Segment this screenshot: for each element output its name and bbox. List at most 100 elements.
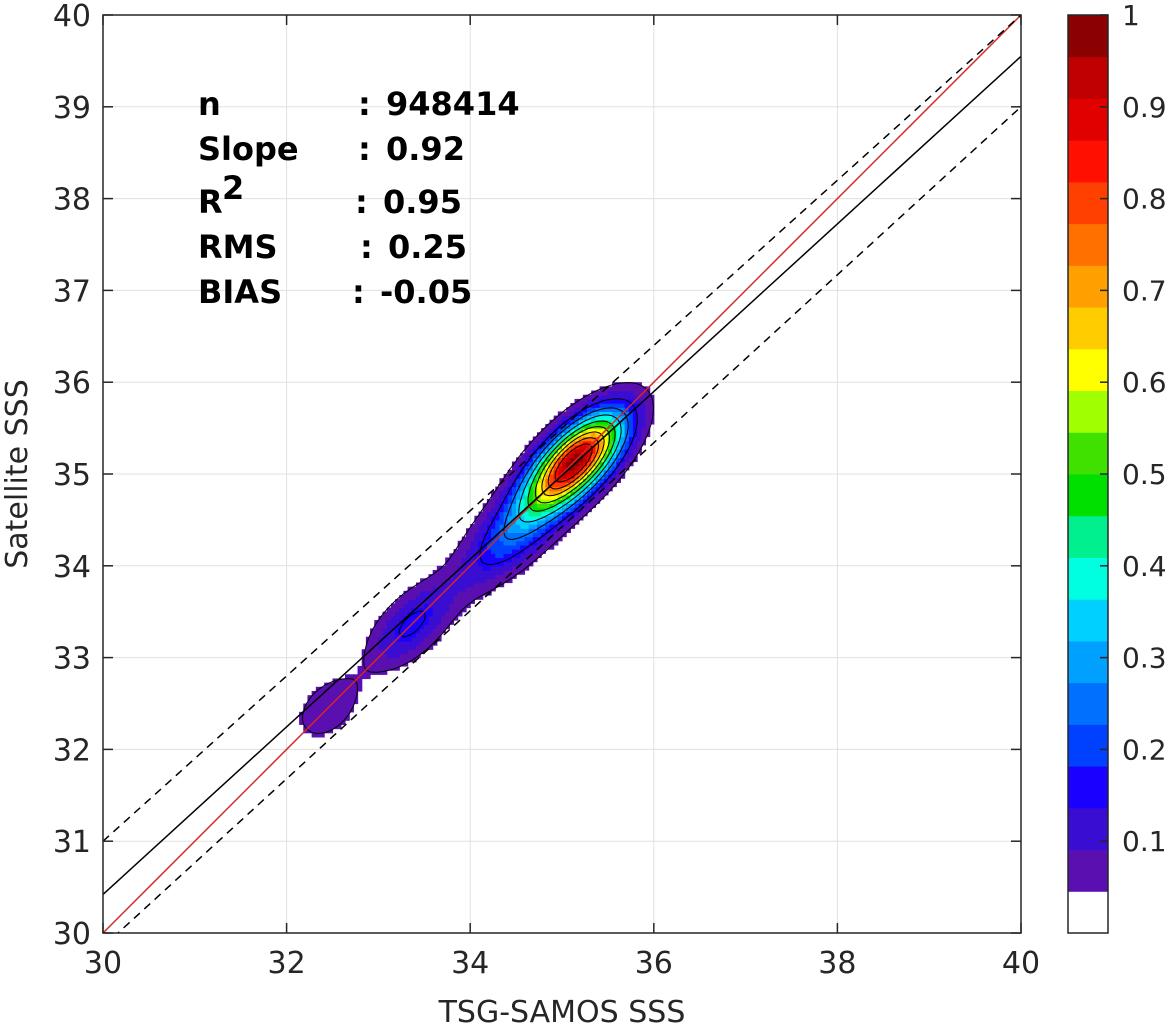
density-cell xyxy=(395,645,400,650)
density-cell xyxy=(603,394,609,400)
density-cell xyxy=(582,398,588,404)
density-cell xyxy=(524,478,530,483)
density-cell xyxy=(637,428,642,433)
density-cell xyxy=(424,632,430,638)
density-cell xyxy=(411,657,417,663)
density-cell xyxy=(553,524,559,529)
density-cell xyxy=(536,482,542,488)
density-cell xyxy=(637,423,642,429)
density-cell xyxy=(432,632,438,638)
colorbar-tick-label: 0.6 xyxy=(1122,366,1167,399)
density-cell xyxy=(403,607,409,613)
density-cell xyxy=(632,448,638,454)
density-cell xyxy=(436,607,442,613)
density-cell xyxy=(620,415,626,421)
density-cell xyxy=(532,494,538,500)
density-cell xyxy=(503,544,509,550)
density-cell xyxy=(545,490,551,496)
density-cell xyxy=(612,453,617,458)
stat-label: RMS xyxy=(198,228,278,266)
density-cell xyxy=(511,532,517,538)
density-cell xyxy=(587,423,592,429)
density-cell xyxy=(324,686,329,692)
density-cell xyxy=(628,415,634,421)
density-cell xyxy=(599,423,605,429)
density-cell xyxy=(603,461,609,467)
density-cell xyxy=(374,632,379,638)
density-cell xyxy=(378,657,384,663)
density-cell xyxy=(303,716,309,721)
density-cell xyxy=(566,432,571,438)
density-cell xyxy=(562,494,567,500)
density-cell xyxy=(549,511,555,517)
density-cell xyxy=(395,661,400,667)
density-cell xyxy=(482,532,488,538)
density-cell xyxy=(536,507,542,513)
density-cell xyxy=(591,499,596,504)
density-cell xyxy=(482,574,488,579)
colorbar-swatch xyxy=(1068,515,1108,558)
density-cell xyxy=(582,407,588,413)
density-cell xyxy=(591,403,596,408)
density-cell xyxy=(324,695,329,700)
density-cell xyxy=(528,486,534,492)
colorbar-swatch xyxy=(1068,891,1108,934)
density-cell xyxy=(524,453,530,458)
density-cell xyxy=(428,640,434,646)
y-tick-label: 40 xyxy=(53,0,91,34)
density-cell xyxy=(424,624,430,629)
density-cell xyxy=(578,457,584,463)
density-cell xyxy=(482,569,488,575)
stat-value: 0.95 xyxy=(383,183,462,221)
density-cell xyxy=(511,544,517,550)
density-cell xyxy=(557,507,563,513)
density-cell xyxy=(524,448,530,454)
density-cell xyxy=(616,457,622,463)
density-cell xyxy=(390,661,396,667)
density-cell xyxy=(591,407,596,413)
density-cell xyxy=(545,528,551,534)
colorbar-swatch xyxy=(1068,307,1108,350)
density-cell xyxy=(328,690,334,696)
density-cell xyxy=(516,461,521,467)
density-cell xyxy=(599,403,605,408)
density-cell xyxy=(407,599,413,604)
density-cell xyxy=(503,561,509,567)
density-cell xyxy=(395,640,400,646)
density-cell xyxy=(420,649,425,655)
density-cell xyxy=(557,536,563,542)
density-cell xyxy=(336,707,342,713)
density-cell xyxy=(424,599,430,604)
density-cell xyxy=(578,423,584,429)
density-cell xyxy=(432,628,438,634)
density-cell xyxy=(520,453,526,458)
density-cell xyxy=(307,707,313,713)
y-tick-label: 33 xyxy=(53,642,91,677)
density-cell xyxy=(399,611,405,617)
density-cell xyxy=(574,511,580,517)
density-cell xyxy=(616,403,622,408)
density-cell xyxy=(599,469,605,475)
density-cell xyxy=(499,486,505,492)
density-cell xyxy=(541,503,546,508)
density-cell xyxy=(578,478,584,483)
density-cell xyxy=(516,482,521,488)
density-cell xyxy=(407,657,413,663)
density-cell xyxy=(386,628,392,634)
density-cell xyxy=(328,682,334,688)
density-cell xyxy=(595,494,601,500)
density-cell xyxy=(319,732,325,738)
density-cell xyxy=(370,636,375,642)
density-cell xyxy=(470,565,475,571)
density-cell xyxy=(524,503,530,508)
density-cell xyxy=(587,474,592,479)
density-cell xyxy=(595,478,601,483)
density-cell xyxy=(478,578,484,584)
density-cell xyxy=(603,474,609,479)
density-cell xyxy=(582,453,588,458)
density-cell xyxy=(528,494,534,500)
density-cell xyxy=(474,565,480,571)
density-cell xyxy=(520,561,526,567)
density-cell xyxy=(624,457,630,463)
density-cell xyxy=(570,457,576,463)
